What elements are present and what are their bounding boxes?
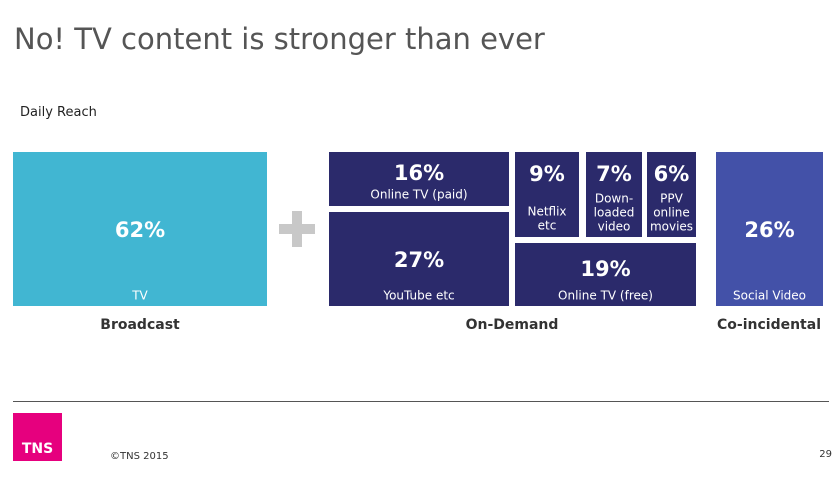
group-label: Broadcast xyxy=(100,317,180,333)
tile-label: Social Video xyxy=(732,288,806,303)
plus-icon xyxy=(279,211,315,247)
tile-value: 6% xyxy=(653,162,690,186)
tile: 62% TV xyxy=(13,152,267,306)
tile: 19% Online TV (free) xyxy=(515,243,696,306)
tile-label: loaded xyxy=(593,205,635,220)
tile-value: 16% xyxy=(393,161,445,185)
tile: 26% Social Video xyxy=(716,152,823,306)
logo: TNS xyxy=(13,413,62,461)
tile-label: TV xyxy=(132,288,148,303)
tile-label: Online TV (paid) xyxy=(370,187,468,202)
copyright: ©TNS 2015 xyxy=(110,451,169,462)
divider xyxy=(13,401,829,402)
tile-label: video xyxy=(597,219,631,234)
group-label: On-Demand xyxy=(465,317,559,333)
title: No! TV content is stronger than ever xyxy=(14,22,545,56)
tile-label: YouTube etc xyxy=(383,288,455,303)
tile: 16% Online TV (paid) xyxy=(329,152,509,206)
tile-label: online xyxy=(653,205,690,220)
group-label: Co-incidental xyxy=(717,317,821,333)
tile-label: etc xyxy=(537,218,557,233)
tile: 7% Down-loaded video xyxy=(586,152,642,237)
tile-label: Netflix xyxy=(527,204,567,219)
tile: 27% YouTube etc xyxy=(329,212,509,306)
tile: 9% Netflix etc xyxy=(515,152,579,237)
tile-label: Online TV (free) xyxy=(558,288,653,303)
tile: 6% PPV online movies xyxy=(647,152,696,237)
tile-label: Down- xyxy=(594,191,634,206)
tile-value: 9% xyxy=(529,162,565,186)
tile-value: 19% xyxy=(580,257,631,281)
logo-text: TNS xyxy=(21,441,54,457)
tile-value: 26% xyxy=(744,218,795,242)
tile-value: 62% xyxy=(114,218,166,242)
tile-value: 27% xyxy=(393,248,445,272)
subtitle: Daily Reach xyxy=(20,105,97,120)
tile-label: movies xyxy=(649,219,694,234)
tile-value: 7% xyxy=(596,162,632,186)
page-number: 29 xyxy=(819,449,832,460)
tile-label: PPV xyxy=(660,191,683,206)
